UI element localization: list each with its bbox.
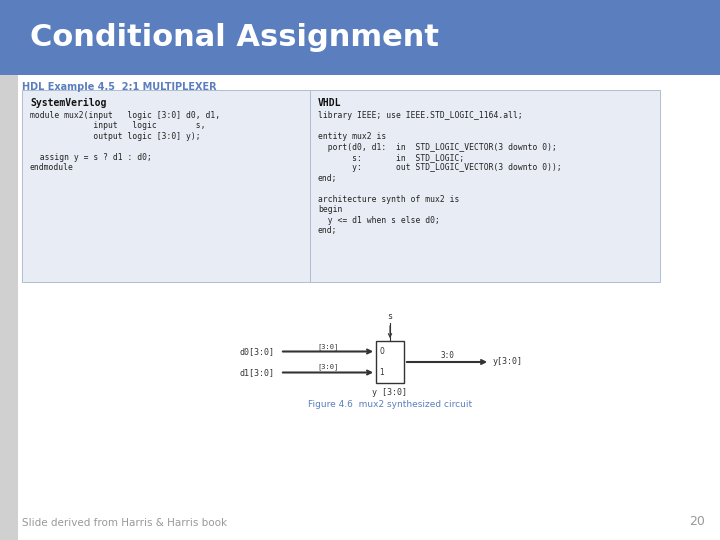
Text: architecture synth of mux2 is: architecture synth of mux2 is: [318, 195, 459, 204]
Text: y:       out STD_LOGIC_VECTOR(3 downto 0));: y: out STD_LOGIC_VECTOR(3 downto 0));: [318, 164, 562, 172]
Text: port(d0, d1:  in  STD_LOGIC_VECTOR(3 downto 0);: port(d0, d1: in STD_LOGIC_VECTOR(3 downt…: [318, 143, 557, 152]
Text: y[3:0]: y[3:0]: [493, 357, 523, 367]
Text: begin: begin: [318, 206, 343, 214]
Text: HDL Example 4.5  2:1 MULTIPLEXER: HDL Example 4.5 2:1 MULTIPLEXER: [22, 82, 217, 92]
Text: VHDL: VHDL: [318, 98, 341, 108]
Text: 0: 0: [379, 347, 384, 356]
Bar: [376, 341, 404, 383]
Text: 3:0: 3:0: [440, 351, 454, 360]
Text: entity mux2 is: entity mux2 is: [318, 132, 386, 141]
Text: 1: 1: [379, 368, 384, 377]
Text: y <= d1 when s else d0;: y <= d1 when s else d0;: [318, 216, 440, 225]
Text: end;: end;: [318, 174, 338, 183]
Text: s: s: [387, 312, 392, 321]
Text: Slide derived from Harris & Harris book: Slide derived from Harris & Harris book: [22, 518, 227, 528]
Bar: [0, 0, 720, 75]
Bar: [22, 90, 660, 282]
Text: 20: 20: [689, 515, 705, 528]
Text: [3:0]: [3:0]: [318, 364, 338, 370]
Text: d1[3:0]: d1[3:0]: [240, 368, 275, 377]
Text: [3:0]: [3:0]: [318, 343, 338, 349]
Text: module mux2(input   logic [3:0] d0, d1,: module mux2(input logic [3:0] d0, d1,: [30, 111, 220, 120]
Text: endmodule: endmodule: [30, 164, 74, 172]
Text: d0[3:0]: d0[3:0]: [240, 347, 275, 356]
Text: library IEEE; use IEEE.STD_LOGIC_1164.all;: library IEEE; use IEEE.STD_LOGIC_1164.al…: [318, 111, 523, 120]
Text: input   logic        s,: input logic s,: [30, 122, 205, 131]
Text: assign y = s ? d1 : d0;: assign y = s ? d1 : d0;: [30, 153, 152, 162]
Text: Figure 4.6  mux2 synthesized circuit: Figure 4.6 mux2 synthesized circuit: [308, 400, 472, 409]
Text: end;: end;: [318, 226, 338, 235]
Text: output logic [3:0] y);: output logic [3:0] y);: [30, 132, 201, 141]
Bar: [0, 0, 18, 540]
Text: Conditional Assignment: Conditional Assignment: [30, 24, 439, 52]
Text: y [3:0]: y [3:0]: [372, 388, 408, 397]
Text: s:       in  STD_LOGIC;: s: in STD_LOGIC;: [318, 153, 464, 162]
Text: SystemVerilog: SystemVerilog: [30, 98, 107, 108]
